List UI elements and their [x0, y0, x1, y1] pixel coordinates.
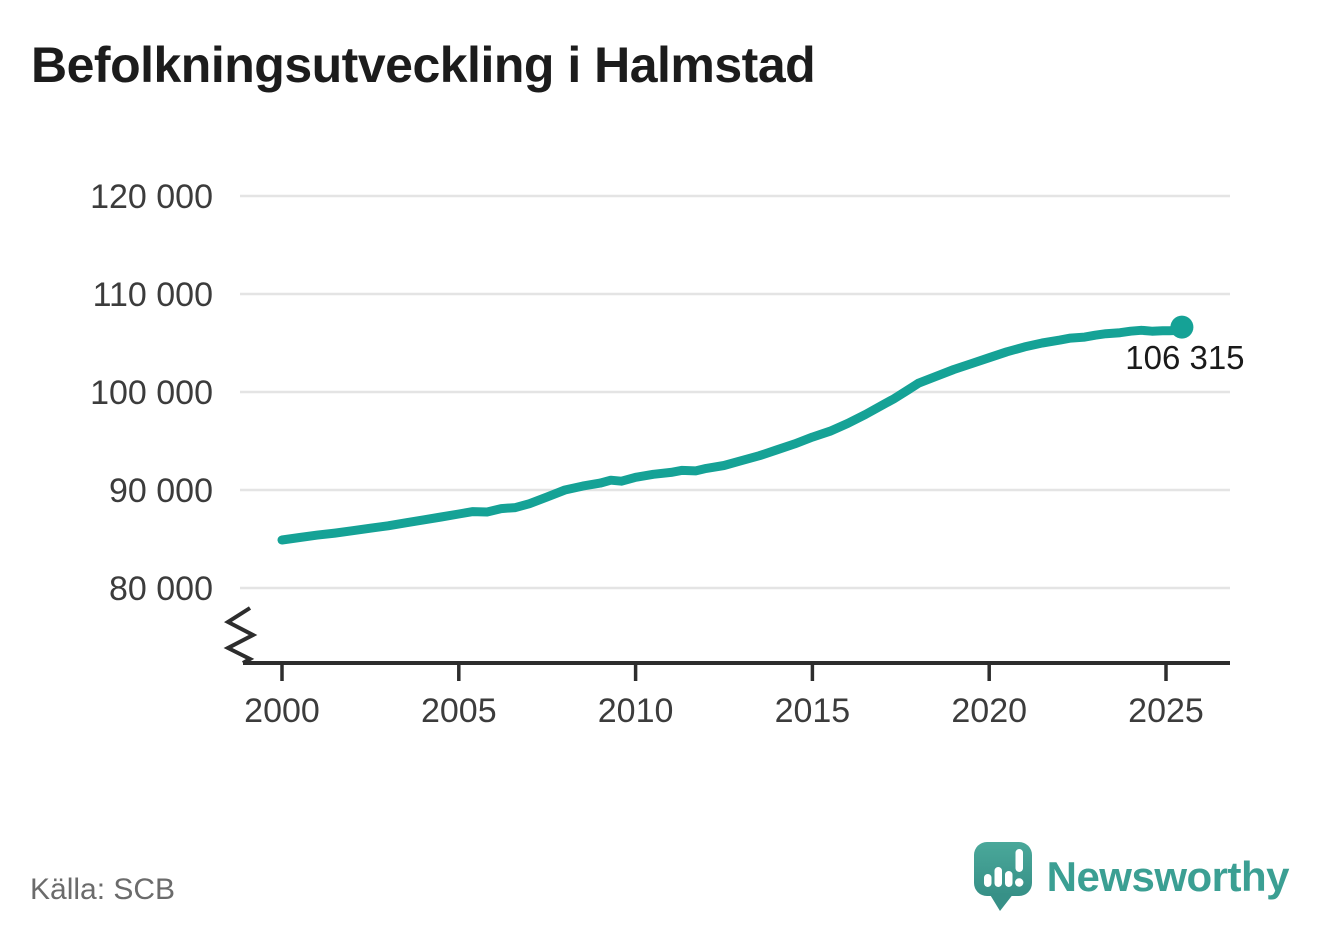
- series-endpoint-dot: [1170, 315, 1194, 339]
- source-label: Källa: SCB: [30, 873, 176, 906]
- population-series-line: [277, 325, 1187, 545]
- x-tick-label: 2005: [421, 692, 497, 730]
- newsworthy-speech-bubble-bar-chart-icon: [973, 842, 1032, 911]
- axis-break-zigzag-icon: [223, 606, 258, 665]
- x-tick-label: 2020: [951, 692, 1027, 730]
- y-tick-label: 120 000: [90, 178, 213, 216]
- y-tick-label: 100 000: [90, 374, 213, 412]
- newsworthy-logo: Newsworthy: [973, 841, 1290, 913]
- series-end-value-label: 106 315: [1125, 339, 1244, 376]
- y-tick-label: 110 000: [93, 276, 213, 314]
- newsworthy-logo-text: Newsworthy: [1046, 853, 1290, 900]
- x-tick-label: 2015: [775, 692, 851, 730]
- chart-title: Befolkningsutveckling i Halmstad: [31, 37, 816, 93]
- y-tick-label: 80 000: [109, 570, 213, 608]
- y-tick-label: 90 000: [109, 472, 213, 510]
- x-tick-label: 2000: [244, 692, 320, 730]
- x-tick-label: 2010: [598, 692, 674, 730]
- x-tick-label: 2025: [1128, 692, 1204, 730]
